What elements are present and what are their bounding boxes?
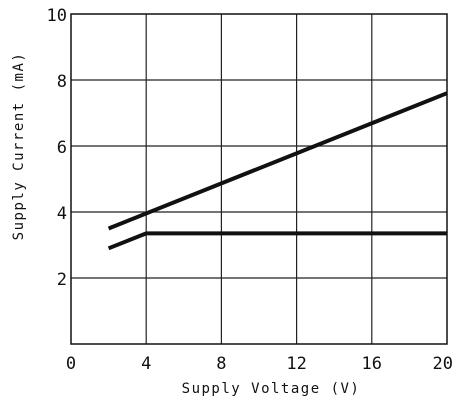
x-tick-labels: 0 4 8 12 16 20 (66, 354, 453, 374)
x-axis-title: Supply Voltage (V) (182, 381, 361, 397)
series-line-1 (107, 91, 448, 231)
series-line-2 (107, 231, 447, 251)
y-tick-label-6: 6 (57, 138, 67, 158)
y-axis-title: Supply Current (mA) (11, 52, 27, 241)
x-tick-label-4: 4 (141, 354, 151, 374)
plot-frame (70, 13, 448, 345)
y-tick-labels: 2 4 6 8 10 (47, 6, 67, 290)
x-tick-label-16: 16 (362, 354, 382, 374)
series-group (107, 91, 448, 251)
y-tick-label-2: 2 (57, 270, 67, 290)
grid (71, 14, 447, 344)
x-tick-label-8: 8 (216, 354, 226, 374)
y-tick-label-10: 10 (47, 6, 67, 26)
x-tick-label-20: 20 (433, 354, 453, 374)
y-tick-label-8: 8 (57, 72, 67, 92)
x-tick-label-12: 12 (286, 354, 306, 374)
y-tick-label-4: 4 (57, 204, 67, 224)
x-tick-label-0: 0 (66, 354, 76, 374)
